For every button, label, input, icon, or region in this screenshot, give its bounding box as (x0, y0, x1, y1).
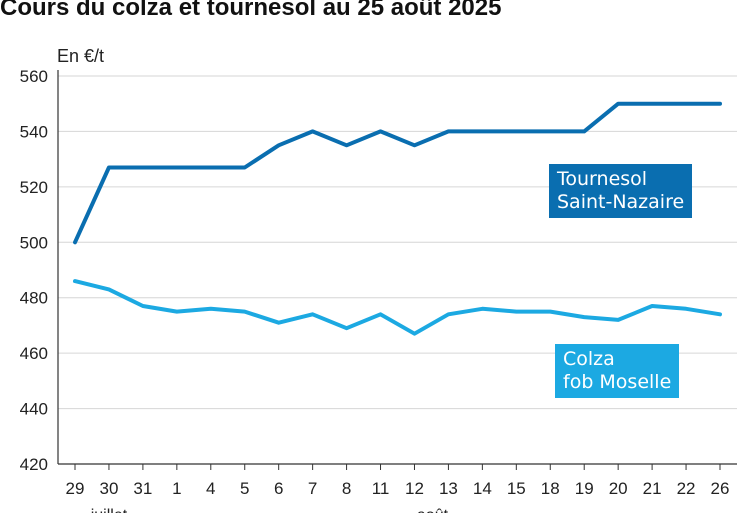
x-tick-label-1: 30 (99, 479, 118, 498)
series-tournesol-line (73, 101, 722, 245)
x-tick-label-15: 19 (575, 479, 594, 498)
legend-colza-line2: fob Moselle (563, 371, 672, 393)
x-tick-label-10: 12 (405, 479, 424, 498)
y-tick-label-420: 420 (20, 455, 48, 474)
legend-tournesol-line2: Saint-Nazaire (557, 191, 685, 213)
month-label-aout: août (417, 507, 449, 513)
x-tick-label-7: 7 (308, 479, 317, 498)
x-tick-label-11: 13 (439, 479, 458, 498)
x-axis-ticks: 2930311456781112131415181920212226juille… (66, 464, 730, 513)
y-tick-label-520: 520 (20, 178, 48, 197)
x-tick-label-8: 8 (342, 479, 351, 498)
x-tick-label-17: 21 (643, 479, 662, 498)
y-axis-ticks: 420 440 460 480 500 520 540 560 (20, 67, 48, 474)
y-axis-unit: En €/t (57, 46, 105, 66)
y-tick-label-440: 440 (20, 400, 48, 419)
x-tick-label-16: 20 (609, 479, 628, 498)
series-lines (73, 101, 722, 336)
x-tick-label-2: 31 (133, 479, 152, 498)
x-tick-label-0: 29 (66, 479, 85, 498)
legend-colza-fob-moselle: Colza fob Moselle (555, 344, 680, 398)
y-tick-label-500: 500 (20, 233, 48, 252)
grid-lines (57, 70, 737, 465)
x-tick-label-5: 5 (240, 479, 249, 498)
x-tick-label-9: 11 (372, 479, 390, 498)
x-tick-label-19: 26 (711, 479, 730, 498)
x-tick-label-4: 4 (206, 479, 215, 498)
series-colza-line (73, 279, 722, 336)
legend-colza-line1: Colza (563, 348, 615, 370)
x-tick-label-6: 6 (274, 479, 283, 498)
x-tick-label-13: 15 (507, 479, 526, 498)
y-tick-label-540: 540 (20, 122, 48, 141)
y-tick-label-480: 480 (20, 289, 48, 308)
y-tick-label-560: 560 (20, 67, 48, 86)
month-label-juillet: juillet (90, 507, 128, 513)
x-tick-label-18: 22 (677, 479, 696, 498)
x-tick-label-14: 18 (541, 479, 560, 498)
legend-tournesol-saint-nazaire: Tournesol Saint-Nazaire (549, 164, 693, 218)
y-tick-label-460: 460 (20, 344, 48, 363)
x-tick-label-12: 14 (473, 479, 492, 498)
x-tick-label-3: 1 (172, 479, 181, 498)
chart-title: Cours du colza et tournesol au 25 août 2… (0, 0, 502, 21)
legend-tournesol-line1: Tournesol (557, 168, 648, 190)
